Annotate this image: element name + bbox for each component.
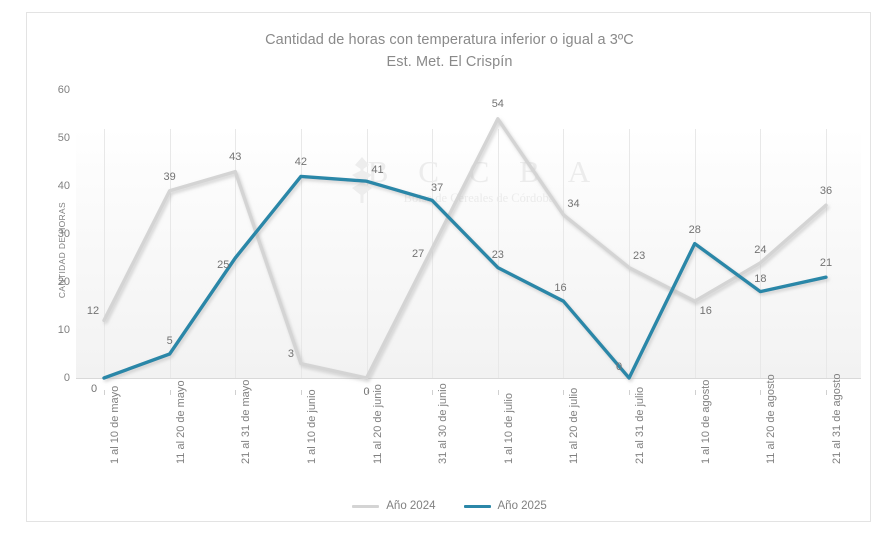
plot-area (76, 129, 861, 378)
x-axis-tick (432, 390, 434, 395)
x-axis-tick (760, 390, 762, 395)
data-label: 16 (699, 305, 712, 318)
data-label: 21 (819, 257, 833, 270)
x-axis-category-label: 1 al 10 de mayo (109, 385, 121, 464)
data-label: 12 (86, 305, 100, 318)
y-axis-tick-label: 30 (57, 228, 70, 240)
data-label: 18 (754, 272, 767, 285)
gridline-vertical (694, 129, 696, 378)
legend-color-swatch (463, 504, 491, 508)
legend-item[interactable]: Año 2025 (463, 500, 547, 512)
data-label: 41 (371, 164, 384, 177)
x-axis-category-label: 11 al 20 de julio (568, 387, 581, 464)
data-label: 0 (616, 361, 623, 373)
data-label: 34 (567, 197, 580, 210)
x-axis-category-label: 1 al 10 de agosto (699, 379, 712, 464)
gridline-vertical (826, 129, 827, 378)
x-axis-category-label: 1 al 10 de julio (502, 393, 515, 464)
x-axis-category-label: 21 al 31 de mayo (240, 379, 253, 464)
x-axis-category-label: 11 al 20 de agosto (765, 374, 778, 464)
data-label: 5 (166, 335, 173, 347)
chart-title-line1: Cantidad de horas con temperatura inferi… (265, 32, 634, 48)
x-axis-tick (235, 390, 237, 395)
y-axis-tick-label: 20 (57, 276, 70, 288)
data-label: 42 (294, 156, 308, 169)
data-label: 39 (163, 170, 176, 183)
data-label: 36 (819, 185, 833, 198)
y-axis-tick-label: 40 (57, 180, 70, 192)
gridline-vertical (563, 129, 565, 378)
legend-label: Año 2024 (386, 500, 436, 512)
y-axis-tick-label: 60 (57, 84, 70, 96)
data-label: 23 (632, 249, 646, 262)
x-axis-category-label: 1 al 10 de junio (305, 389, 318, 464)
chart-legend: Año 2024 Año 2025 (27, 500, 872, 512)
plot-gridlines (76, 129, 861, 378)
x-axis-category-label: 21 al 31 de julio (634, 386, 647, 464)
gridline-vertical (104, 129, 105, 378)
y-axis-tick-label: 0 (63, 372, 70, 384)
x-axis-tick (694, 390, 696, 395)
chart-title-line2: Est. Met. El Crispín (386, 54, 513, 70)
data-label: 37 (431, 182, 444, 195)
data-label: 23 (491, 248, 504, 261)
x-axis-category-label: 21 al 31 de agosto (831, 373, 843, 464)
x-axis-line (76, 378, 861, 379)
data-label: 25 (217, 259, 230, 271)
x-axis-category-label: 11 al 20 de mayo (174, 380, 187, 464)
data-label: 0 (90, 383, 98, 395)
x-axis-tick (300, 390, 302, 395)
data-label: 43 (229, 150, 242, 163)
x-axis-tick (826, 390, 827, 395)
data-label: 24 (754, 243, 767, 256)
data-label: 28 (688, 223, 701, 236)
x-axis-tick (563, 390, 565, 395)
x-axis-tick (629, 390, 631, 395)
y-axis-tick-label: 50 (57, 132, 70, 144)
data-label: 16 (554, 282, 567, 295)
x-axis-category-label: 11 al 20 de junio (371, 384, 384, 464)
legend-color-swatch (352, 504, 380, 508)
x-axis-category-label: 31 al 30 de junio (437, 383, 450, 464)
y-axis-ticks: 0 10 20 30 40 50 60 (32, 13, 70, 523)
gridline-vertical (366, 129, 368, 378)
chart-title: Cantidad de horas con temperatura inferi… (27, 29, 872, 73)
data-label: 27 (412, 248, 425, 261)
x-axis-tick (497, 390, 499, 395)
x-axis-tick (366, 390, 368, 395)
legend-label: Año 2025 (497, 500, 547, 512)
x-axis-tick (104, 390, 105, 395)
x-axis-tick (169, 390, 171, 395)
gridline-vertical (629, 129, 631, 378)
gridline-vertical (235, 129, 237, 378)
y-axis-tick-label: 10 (57, 324, 70, 336)
chart-canvas: Cantidad de horas con temperatura inferi… (26, 12, 871, 522)
legend-item[interactable]: Año 2024 (352, 500, 436, 512)
data-label: 3 (287, 347, 294, 360)
data-label: 54 (491, 97, 504, 110)
gridline-vertical (432, 129, 434, 378)
